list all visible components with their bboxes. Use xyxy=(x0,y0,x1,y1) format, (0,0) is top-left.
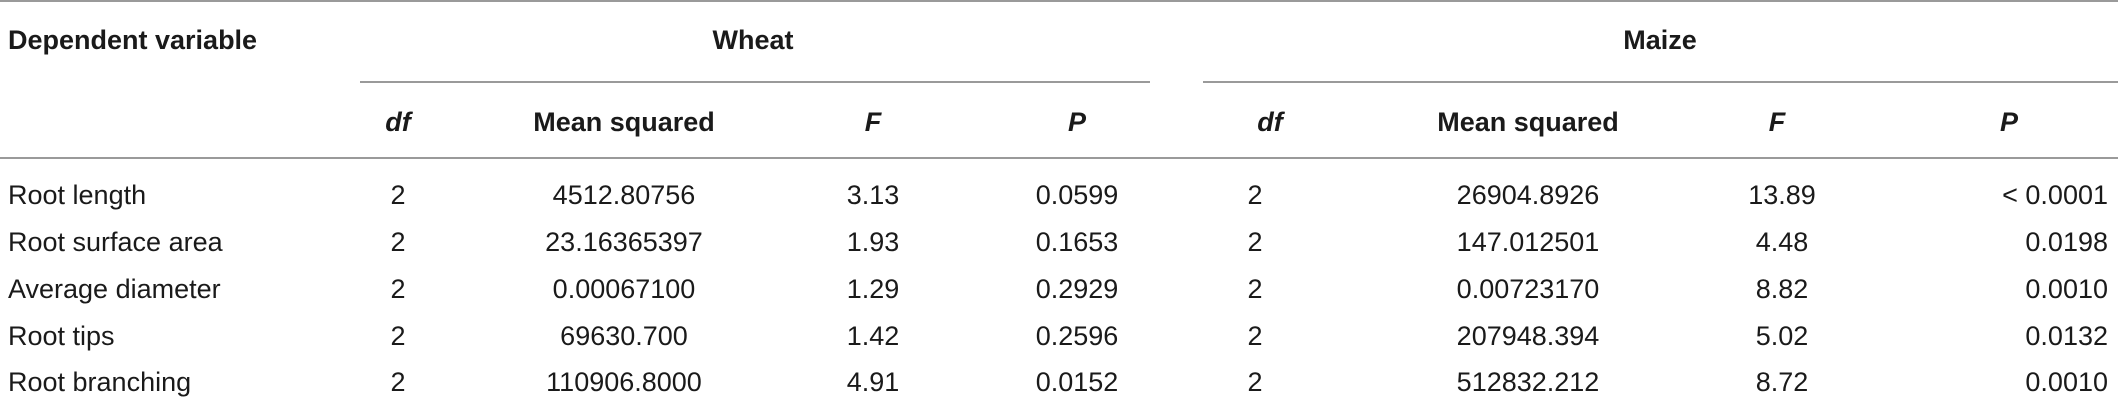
maize-mean-squared: 0.00723170 xyxy=(1456,274,1600,304)
maize-df: 2 xyxy=(1247,227,1263,257)
maize-mean-squared-header: Mean squared xyxy=(1437,107,1619,137)
maize-p: 0.0198 xyxy=(2025,227,2108,257)
row-label: Average diameter xyxy=(8,274,221,304)
wheat-p: 0.1653 xyxy=(1035,227,1119,257)
maize-group-header: Maize xyxy=(1623,25,1697,55)
maize-mean-squared: 26904.8926 xyxy=(1456,180,1600,210)
wheat-p: 0.2929 xyxy=(1035,274,1119,304)
maize-p: 0.0010 xyxy=(2025,274,2108,304)
wheat-f: 1.42 xyxy=(846,321,900,351)
wheat-mean-squared: 0.00067100 xyxy=(552,274,696,304)
maize-df: 2 xyxy=(1247,180,1263,210)
wheat-df: 2 xyxy=(390,227,406,257)
maize-f-header: F xyxy=(1768,107,1786,137)
wheat-mean-squared: 69630.700 xyxy=(560,321,688,351)
header-bottom-rule xyxy=(0,157,2118,159)
row-label: Root surface area xyxy=(8,227,223,257)
maize-f: 13.89 xyxy=(1748,180,1816,210)
maize-f: 8.82 xyxy=(1755,274,1809,304)
maize-f: 4.48 xyxy=(1755,227,1809,257)
wheat-group-rule xyxy=(360,81,1150,83)
maize-p: 0.0132 xyxy=(2025,321,2108,351)
wheat-p: 0.0152 xyxy=(1035,367,1119,397)
maize-mean-squared: 512832.212 xyxy=(1456,367,1600,397)
wheat-df: 2 xyxy=(390,321,406,351)
row-label: Root branching xyxy=(8,367,192,397)
maize-group-rule xyxy=(1203,81,2118,83)
maize-f: 5.02 xyxy=(1755,321,1809,351)
wheat-mean-squared: 4512.80756 xyxy=(552,180,696,210)
wheat-p-header: P xyxy=(1067,107,1087,137)
wheat-group-header: Wheat xyxy=(712,25,794,55)
wheat-mean-squared-header: Mean squared xyxy=(533,107,715,137)
maize-df: 2 xyxy=(1247,367,1263,397)
wheat-df: 2 xyxy=(390,367,406,397)
maize-p: 0.0010 xyxy=(2025,367,2108,397)
wheat-df: 2 xyxy=(390,180,406,210)
maize-mean-squared: 147.012501 xyxy=(1456,227,1600,257)
wheat-df: 2 xyxy=(390,274,406,304)
maize-mean-squared: 207948.394 xyxy=(1456,321,1600,351)
wheat-f: 1.93 xyxy=(846,227,900,257)
wheat-f: 4.91 xyxy=(846,367,900,397)
maize-p-header: P xyxy=(1999,107,2019,137)
wheat-p: 0.0599 xyxy=(1035,180,1119,210)
row-label: Root length xyxy=(8,180,147,210)
maize-df: 2 xyxy=(1247,274,1263,304)
maize-f: 8.72 xyxy=(1755,367,1809,397)
wheat-mean-squared: 23.16365397 xyxy=(545,227,703,257)
wheat-f-header: F xyxy=(864,107,882,137)
wheat-f: 3.13 xyxy=(846,180,900,210)
maize-p: < 0.0001 xyxy=(2002,180,2108,210)
maize-df-header: df xyxy=(1257,107,1283,137)
maize-df: 2 xyxy=(1247,321,1263,351)
wheat-p: 0.2596 xyxy=(1035,321,1119,351)
wheat-f: 1.29 xyxy=(846,274,900,304)
dependent-variable-header: Dependent variable xyxy=(8,25,258,55)
wheat-mean-squared: 110906.8000 xyxy=(546,367,702,397)
wheat-df-header: df xyxy=(385,107,411,137)
top-rule xyxy=(0,0,2118,2)
row-label: Root tips xyxy=(8,321,115,351)
